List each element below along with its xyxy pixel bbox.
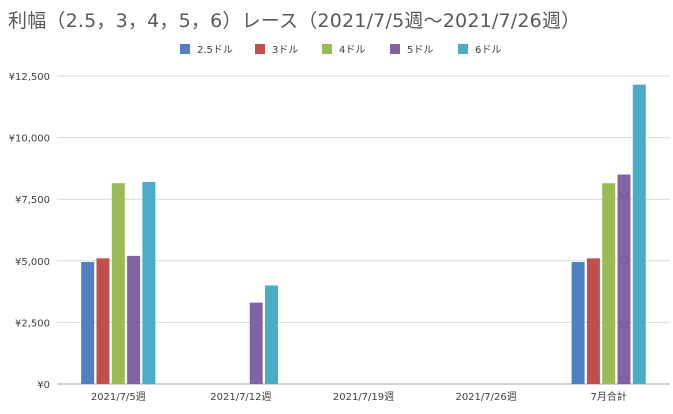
legend-swatch <box>255 44 265 54</box>
x-axis: 2021/7/5週 2021/7/12週 2021/7/19週 2021/7/26週 7… <box>91 390 627 403</box>
bar <box>81 262 95 384</box>
y-tick-label: ¥5,000 <box>15 257 50 268</box>
legend-item: 4ドル <box>322 44 365 56</box>
bar <box>265 285 278 384</box>
legend-label: 2.5ドル <box>197 45 233 56</box>
y-tick-label: ¥7,500 <box>15 195 50 206</box>
legend-item: 2.5ドル <box>180 44 233 56</box>
bar <box>586 258 600 384</box>
bar <box>571 262 585 384</box>
grid <box>57 75 670 385</box>
y-tick-label: ¥0 <box>37 380 50 391</box>
legend-swatch <box>458 44 468 54</box>
bar <box>127 255 141 384</box>
legend-swatch <box>322 44 332 54</box>
legend-item: 5ドル <box>390 44 433 56</box>
x-tick-label: 2021/7/12週 <box>210 391 271 403</box>
bar <box>632 84 646 385</box>
legend-label: 3ドル <box>272 45 298 56</box>
bar <box>142 181 156 384</box>
bar <box>617 174 631 384</box>
bars <box>81 84 646 385</box>
x-tick-label: 2021/7/26週 <box>455 391 516 403</box>
legend: 2.5ドル 3ドル 4ドル 5ドル 6ドル <box>180 44 501 56</box>
y-tick-label: ¥12,500 <box>9 72 50 83</box>
y-axis: ¥0 ¥2,500 ¥5,000 ¥7,500 ¥10,000 ¥12,500 <box>9 72 50 391</box>
legend-label: 5ドル <box>407 45 433 56</box>
y-tick-label: ¥2,500 <box>15 318 50 329</box>
bar <box>249 302 263 384</box>
chart-title: 利幅（2.5，3，4，5，6）レース（2021/7/5週〜2021/7/26週） <box>8 10 581 32</box>
y-tick-label: ¥10,000 <box>9 134 50 145</box>
legend-swatch <box>180 44 190 54</box>
x-tick-label: 2021/7/19週 <box>333 391 394 403</box>
legend-item: 3ドル <box>255 44 298 56</box>
x-tick-label: 7月合計 <box>591 390 627 403</box>
legend-label: 4ドル <box>339 45 365 56</box>
bar <box>602 183 616 384</box>
bar <box>96 258 110 384</box>
legend-swatch <box>390 44 400 54</box>
bar <box>111 183 125 384</box>
legend-label: 6ドル <box>475 45 501 56</box>
legend-item: 6ドル <box>458 44 501 56</box>
x-tick-label: 2021/7/5週 <box>91 391 146 403</box>
